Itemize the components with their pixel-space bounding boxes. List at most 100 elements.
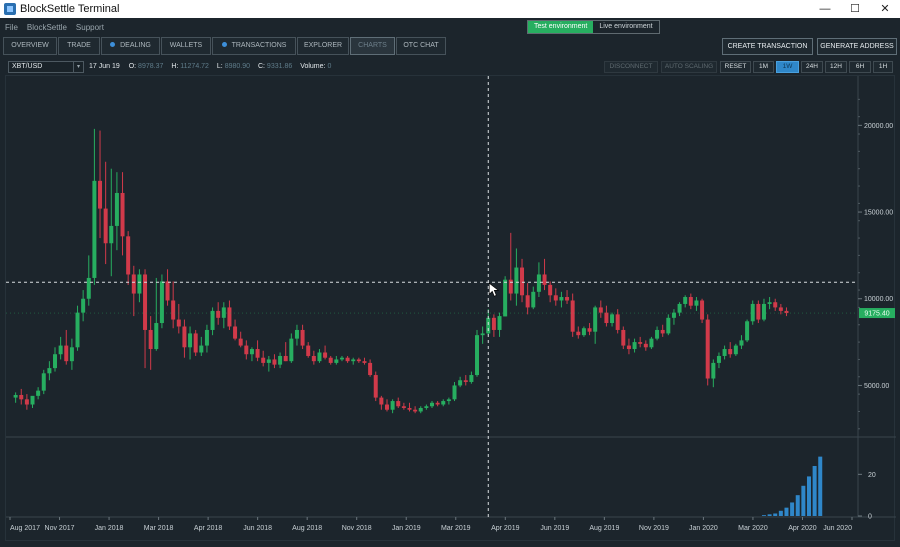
maximize-button[interactable]: ☐ bbox=[850, 3, 860, 15]
candle-up bbox=[334, 359, 339, 363]
time-tick-label: Mar 2020 bbox=[738, 525, 768, 532]
candle-up bbox=[531, 291, 536, 308]
tab-trade[interactable]: TRADE bbox=[58, 37, 100, 55]
candle-down bbox=[705, 319, 710, 379]
candle-down bbox=[463, 380, 468, 382]
live-environment-button[interactable]: Live environment bbox=[593, 21, 659, 33]
volume-bar bbox=[806, 476, 811, 516]
candle-down bbox=[413, 409, 418, 412]
candle-down bbox=[688, 297, 693, 306]
candle-down bbox=[615, 314, 620, 330]
interval-6h-button[interactable]: 6H bbox=[849, 61, 871, 73]
candle-up bbox=[266, 359, 271, 363]
menu-blocksettle[interactable]: BlockSettle bbox=[26, 22, 67, 32]
time-tick-label: Apr 2018 bbox=[194, 525, 223, 532]
candle-up bbox=[137, 274, 142, 294]
candle-up bbox=[767, 302, 772, 304]
time-tick-label: Aug 2019 bbox=[589, 525, 619, 532]
candle-down bbox=[756, 303, 761, 320]
candle-up bbox=[610, 314, 615, 324]
candle-down bbox=[345, 357, 350, 362]
candle-down bbox=[565, 297, 570, 301]
time-tick-label: Jun 2018 bbox=[243, 525, 272, 532]
candle-down bbox=[261, 357, 266, 363]
symbol-select[interactable]: XBT/USD ▾ bbox=[8, 61, 84, 73]
candle-down bbox=[193, 333, 198, 353]
candle-up bbox=[278, 355, 283, 365]
auto-scaling-button[interactable]: AUTO SCALING bbox=[661, 61, 717, 73]
low-value: 8980.90 bbox=[224, 63, 251, 70]
tab-dealing[interactable]: DEALING bbox=[101, 37, 160, 55]
tab-overview[interactable]: OVERVIEW bbox=[3, 37, 57, 55]
candle-down bbox=[626, 345, 631, 350]
volume-bar bbox=[812, 466, 817, 516]
price-tick-label: 5000.00 bbox=[864, 383, 889, 390]
menu-support[interactable]: Support bbox=[75, 22, 104, 32]
open-value: 8978.37 bbox=[138, 63, 164, 70]
candle-down bbox=[148, 329, 153, 350]
candle-up bbox=[503, 279, 508, 317]
candle-up bbox=[53, 354, 58, 369]
candle-down bbox=[272, 359, 277, 365]
interval-1w-button[interactable]: 1W bbox=[776, 61, 799, 73]
candle-up bbox=[69, 347, 74, 362]
candle-up bbox=[497, 316, 502, 330]
candle-up bbox=[733, 345, 738, 355]
candle-up bbox=[475, 335, 480, 376]
time-tick-label: Jan 2020 bbox=[689, 525, 718, 532]
environment-toggle: Test environment Live environment bbox=[527, 20, 660, 34]
interval-1m-button[interactable]: 1M bbox=[753, 61, 774, 73]
time-tick-label: Aug 2018 bbox=[292, 525, 322, 532]
close-button[interactable]: ✕ bbox=[880, 3, 890, 15]
candle-down bbox=[435, 402, 440, 405]
generate-address-button[interactable]: GENERATE ADDRESS bbox=[817, 38, 897, 55]
candle-down bbox=[598, 307, 603, 313]
time-tick-label: Apr 2019 bbox=[491, 525, 520, 532]
candle-down bbox=[362, 361, 367, 363]
candle-up bbox=[441, 401, 446, 405]
tab-explorer[interactable]: EXPLORER bbox=[297, 37, 349, 55]
candle-up bbox=[249, 349, 254, 355]
candle-up bbox=[750, 303, 755, 322]
candle-up bbox=[47, 368, 52, 374]
create-transaction-button[interactable]: CREATE TRANSACTION bbox=[722, 38, 813, 55]
candle-down bbox=[396, 401, 401, 407]
ohlc-date: 17 Jun 19 bbox=[89, 63, 120, 70]
tab-wallets[interactable]: WALLETS bbox=[161, 37, 211, 55]
tab-transactions[interactable]: TRANSACTIONS bbox=[212, 37, 296, 55]
test-environment-button[interactable]: Test environment bbox=[528, 21, 594, 33]
time-tick-label: Mar 2018 bbox=[144, 525, 174, 532]
menu-bar: File BlockSettle Support bbox=[0, 18, 900, 36]
candle-up bbox=[317, 352, 322, 362]
candle-up bbox=[480, 333, 485, 336]
disconnect-button[interactable]: DISCONNECT bbox=[604, 61, 658, 73]
candle-down bbox=[238, 338, 243, 346]
candle-down bbox=[19, 394, 24, 400]
candle-down bbox=[176, 319, 181, 327]
time-tick-label: Jun 2019 bbox=[540, 525, 569, 532]
candle-down bbox=[373, 375, 378, 398]
chart-area[interactable]: 5000.00 10000.00 15000.00 20000.00 0 20 Aug 20… bbox=[5, 75, 896, 542]
candle-up bbox=[294, 329, 299, 339]
tab-charts[interactable]: CHARTS bbox=[350, 37, 395, 55]
menu-file[interactable]: File bbox=[5, 22, 18, 32]
candle-up bbox=[221, 307, 226, 318]
candle-down bbox=[638, 342, 643, 344]
candle-down bbox=[643, 343, 648, 348]
interval-1h-button[interactable]: 1H bbox=[873, 61, 893, 73]
volume-tick-label: 20 bbox=[868, 472, 876, 479]
volume-bar bbox=[801, 485, 806, 516]
candle-up bbox=[761, 303, 766, 320]
candle-up bbox=[424, 406, 429, 408]
volume-value: 0 bbox=[327, 63, 332, 70]
interval-12h-button[interactable]: 12H bbox=[825, 61, 847, 73]
candle-up bbox=[430, 402, 434, 407]
candle-up bbox=[694, 300, 699, 306]
candle-up bbox=[418, 407, 423, 412]
tab-otc-chat[interactable]: OTC CHAT bbox=[396, 37, 446, 55]
interval-24h-button[interactable]: 24H bbox=[801, 61, 823, 73]
reset-button[interactable]: RESET bbox=[720, 61, 751, 73]
candlestick-chart[interactable]: 5000.00 10000.00 15000.00 20000.00 0 20 Aug 20… bbox=[6, 76, 896, 542]
minimize-button[interactable]: — bbox=[819, 3, 831, 15]
candle-up bbox=[390, 401, 395, 410]
